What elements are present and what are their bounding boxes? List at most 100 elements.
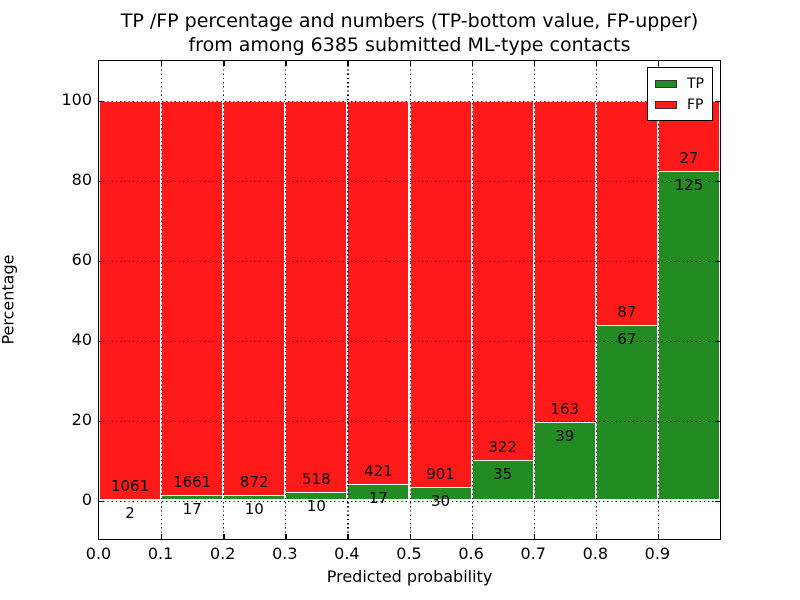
gridline-vertical (595, 61, 597, 539)
y-tick-label: 20 (71, 409, 92, 429)
axis-tick-right (715, 500, 720, 502)
legend-label-fp: FP (687, 96, 704, 113)
x-axis-label: Predicted probability (326, 567, 493, 586)
bar-label-fp: 163 (550, 400, 580, 419)
bar-segment-fp (409, 100, 472, 488)
axis-tick-bottom (223, 534, 225, 539)
bar-label-fp: 518 (302, 469, 331, 488)
legend: TP FP (647, 67, 713, 121)
bar-segment-fp (533, 100, 596, 424)
bar-label-fp: 322 (488, 438, 517, 457)
bar-label-tp: 17 (182, 500, 202, 519)
axis-tick-top (657, 61, 660, 66)
bar-label-fp: 421 (364, 461, 393, 480)
bar-label-tp: 67 (617, 330, 637, 349)
bar-segment-fp (285, 100, 348, 493)
gridline-vertical (471, 61, 473, 539)
bar-label-fp: 87 (617, 303, 637, 322)
bar-label-fp: 27 (679, 148, 699, 167)
axis-tick-right (715, 100, 720, 102)
x-tick-label: 0.1 (147, 544, 174, 563)
legend-entry: TP (655, 73, 704, 94)
axis-tick-left (99, 500, 104, 502)
axis-tick-top (471, 61, 473, 66)
bar-label-fp: 1661 (173, 473, 212, 492)
bar-segment-tp (595, 326, 658, 501)
x-tick-label: 0.3 (272, 544, 298, 563)
axis-tick-left (99, 180, 104, 182)
axis-tick-bottom (595, 534, 598, 539)
y-axis-label: Percentage (0, 254, 18, 345)
axis-tick-top (409, 61, 411, 66)
gridline-vertical (223, 61, 225, 539)
axis-tick-bottom (347, 534, 349, 539)
axis-tick-bottom (409, 534, 411, 539)
axis-tick-left (99, 260, 104, 262)
y-tick-label: 60 (71, 249, 92, 269)
y-tick-label: 40 (71, 329, 92, 349)
axis-tick-bottom (285, 534, 287, 539)
axis-tick-bottom (161, 534, 163, 539)
gridline-vertical (533, 61, 535, 539)
bar-label-tp: 2 (125, 503, 135, 522)
legend-entry: FP (655, 94, 704, 115)
bar-segment-tp (99, 499, 162, 501)
legend-swatch-fp (655, 100, 677, 109)
axis-tick-right (715, 340, 720, 342)
x-tick-label: 0.6 (458, 544, 484, 563)
gridline-vertical (285, 61, 287, 539)
chart-title: TP /FP percentage and numbers (TP-bottom… (99, 9, 720, 57)
bar-label-tp: 39 (555, 427, 575, 446)
bar-label-tp: 125 (674, 175, 704, 194)
axis-tick-top (595, 61, 598, 66)
axis-tick-top (285, 61, 287, 66)
axis-tick-left (99, 340, 104, 342)
legend-swatch-tp (655, 79, 677, 88)
x-tick-label: 0.5 (396, 544, 422, 563)
bar-segment-tp (657, 171, 720, 501)
bar-segment-fp (471, 100, 534, 462)
chart-title-line2: from among 6385 submitted ML-type contac… (188, 34, 631, 56)
gridline-vertical (657, 61, 660, 539)
axis-tick-bottom (657, 534, 660, 539)
bar-label-tp: 30 (431, 491, 451, 510)
axis-tick-top (161, 61, 163, 66)
y-tick-label: 0 (81, 489, 92, 509)
axis-tick-bottom (471, 534, 473, 539)
plot-area: 1061 2 1661 17 872 10 518 10 421 17 901 30 322 35 163 3… (98, 60, 721, 540)
bar-label-fp: 901 (426, 464, 455, 483)
axis-tick-left (99, 420, 104, 422)
axis-tick-right (715, 260, 720, 262)
x-tick-label: 0.0 (85, 544, 112, 563)
legend-label-tp: TP (687, 75, 704, 92)
axis-tick-left (99, 100, 104, 102)
axis-tick-right (715, 180, 720, 182)
bar-segment-fp (347, 100, 410, 485)
bar-segment-tp (533, 423, 596, 501)
x-tick-label: 0.4 (334, 544, 360, 563)
axis-tick-top (347, 61, 349, 66)
x-tick-label: 0.8 (582, 544, 609, 563)
bar-segment-fp (99, 100, 162, 500)
bar-label-tp: 10 (244, 499, 264, 518)
gridline-vertical (161, 61, 163, 539)
x-tick-label: 0.9 (644, 544, 671, 563)
axis-tick-top (533, 61, 536, 66)
chart-title-line1: TP /FP percentage and numbers (TP-bottom… (120, 10, 699, 32)
bar-label-fp: 1061 (110, 476, 150, 495)
axis-tick-top (223, 61, 225, 66)
x-tick-label: 0.7 (520, 544, 546, 563)
bar-label-tp: 17 (368, 488, 388, 507)
bar-label-fp: 872 (239, 472, 269, 491)
axis-tick-bottom (533, 534, 536, 539)
axis-tick-right (715, 420, 720, 422)
x-tick-label: 0.2 (209, 544, 236, 563)
gridline-vertical (409, 61, 411, 539)
bar-segment-fp (223, 100, 286, 496)
y-tick-label: 80 (71, 169, 92, 189)
bar-segment-fp (161, 100, 224, 497)
bar-segment-fp (595, 100, 658, 327)
bar-label-tp: 10 (306, 496, 326, 515)
y-tick-label: 100 (61, 89, 92, 109)
